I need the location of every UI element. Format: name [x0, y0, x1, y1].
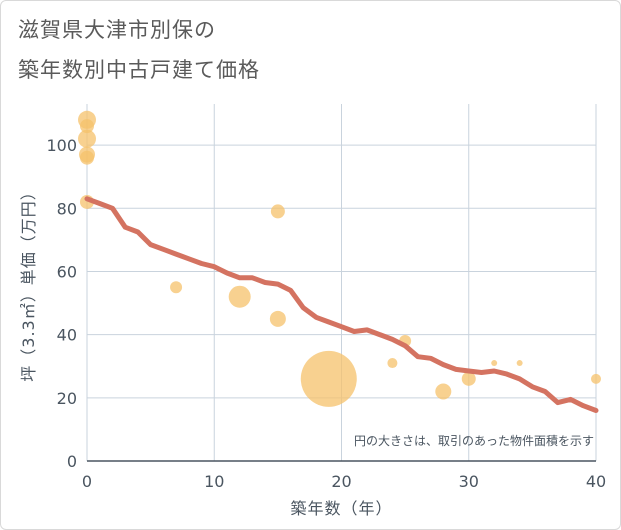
x-tick-label: 0	[82, 472, 92, 491]
bubble-point	[300, 350, 357, 407]
bubble-point	[270, 204, 285, 219]
bubble-point	[78, 129, 96, 148]
bubble-point	[387, 358, 398, 369]
x-tick-label: 10	[204, 472, 224, 491]
y-tick-label: 0	[67, 452, 77, 471]
y-tick-label: 20	[57, 389, 77, 408]
y-tick-label: 60	[57, 262, 77, 281]
x-axis-title: 築年数（年）	[290, 499, 392, 518]
bubble-series	[78, 110, 601, 407]
bubble-point	[435, 383, 452, 400]
bubble-point	[516, 360, 523, 367]
y-axis-title: 坪（3.3㎡）単価（万円）	[19, 183, 38, 381]
bubble-point	[491, 360, 498, 367]
x-tick-label: 20	[331, 472, 351, 491]
y-tick-label: 100	[46, 136, 77, 155]
bubble-point	[228, 285, 251, 308]
bubble-point	[461, 371, 476, 386]
bubble-size-note: 円の大きさは、取引のあった物件面積を示す	[354, 433, 594, 448]
bubble-point	[80, 119, 94, 134]
trend-line	[84, 196, 599, 413]
y-tick-label: 40	[57, 326, 77, 345]
bubble-point	[170, 281, 183, 294]
axis-ticks: 0 10 20 30 40 0 20 40 60 80 100	[46, 136, 606, 491]
bubble-point	[269, 310, 286, 327]
bubble-point	[80, 150, 94, 165]
chart-title-line-1: 滋賀県大津市別保の	[18, 18, 216, 42]
bubble-point	[591, 373, 601, 384]
x-tick-label: 40	[586, 472, 606, 491]
chart-title-line-2: 築年数別中古戸建て価格	[18, 58, 260, 82]
x-tick-label: 30	[459, 472, 479, 491]
grid-lines	[86, 104, 597, 461]
y-tick-label: 80	[57, 199, 77, 218]
